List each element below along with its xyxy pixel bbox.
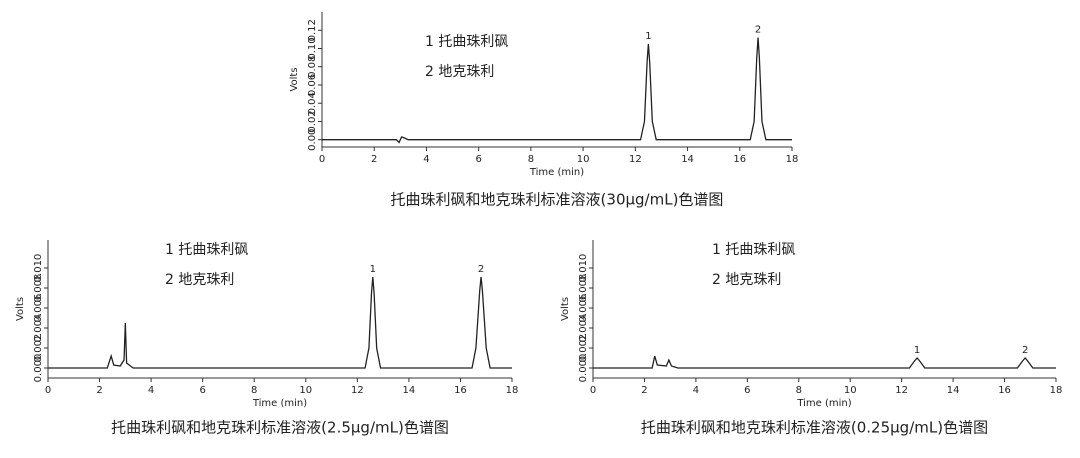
x-tick-label: 10 [844,385,857,396]
x-tick-label: 14 [681,154,694,165]
x-tick-label: 18 [506,385,519,396]
peak-label: 2 [478,264,484,275]
legend-note: 1 托曲珠利砜 [165,242,248,258]
y-axis-label: Volts [15,297,26,321]
x-tick-label: 6 [199,385,205,396]
x-tick-label: 12 [895,385,908,396]
caption: 托曲珠利砜和地克珠利标准溶液(30μg/mL)色谱图 [391,191,724,209]
x-tick-label: 18 [786,154,799,165]
peak-label: 1 [914,345,920,356]
y-tick-label: 0.04 [307,92,318,114]
caption: 托曲珠利砜和地克珠利标准溶液(2.5μg/mL)色谱图 [111,419,449,437]
x-tick-label: 18 [1050,385,1063,396]
peak-label: 2 [1022,345,1028,356]
x-tick-label: 14 [403,385,416,396]
legend-note: 1 托曲珠利砜 [712,242,795,258]
y-axis-label: Volts [289,67,300,91]
y-tick-label: 0.12 [307,19,318,41]
legend-note: 2 地克珠利 [425,64,494,80]
y-tick-label: 0.08 [307,56,318,78]
x-tick-label: 8 [251,385,257,396]
x-tick-label: 8 [528,154,534,165]
y-tick-label: 0.000 [578,354,589,383]
peak-label: 1 [645,31,651,42]
y-tick-label: 0.06 [307,74,318,96]
peak-label: 1 [370,264,376,275]
x-axis-label: Time (min) [252,398,307,409]
y-tick-label: 0.002 [578,334,589,363]
x-tick-label: 10 [577,154,590,165]
legend-note: 1 托曲珠利砜 [425,34,508,50]
y-tick-label: 0.002 [33,334,44,363]
caption: 托曲珠利砜和地克珠利标准溶液(0.25μg/mL)色谱图 [641,419,988,437]
y-tick-label: 0.008 [578,274,589,303]
y-tick-label: 0.006 [33,294,44,323]
x-tick-label: 6 [744,385,750,396]
y-tick-label: 0.004 [33,314,44,343]
x-tick-label: 16 [454,385,467,396]
legend-note: 2 地克珠利 [712,272,781,288]
y-tick-label: 0.004 [578,314,589,343]
y-axis-label: Volts [560,297,571,321]
y-tick-label: 0.10 [307,37,318,59]
x-tick-label: 12 [629,154,642,165]
x-tick-label: 6 [475,154,481,165]
x-tick-label: 2 [641,385,647,396]
y-tick-label: 0.006 [578,294,589,323]
x-tick-label: 0 [45,385,51,396]
x-axis-label: Time (min) [796,398,851,409]
x-tick-label: 14 [947,385,960,396]
x-tick-label: 16 [998,385,1011,396]
trace [48,276,512,369]
y-tick-label: 0.010 [33,254,44,283]
legend-note: 2 地克珠利 [165,272,234,288]
x-tick-label: 12 [351,385,364,396]
trace [593,355,1056,369]
x-tick-label: 2 [371,154,377,165]
x-tick-label: 4 [148,385,154,396]
x-tick-label: 4 [693,385,699,396]
trace [322,37,792,144]
y-tick-label: 0.008 [33,274,44,303]
y-tick-label: 0.000 [33,354,44,383]
x-tick-label: 0 [590,385,596,396]
x-tick-label: 2 [96,385,102,396]
x-tick-label: 8 [796,385,802,396]
y-tick-label: 0.010 [578,254,589,283]
x-tick-label: 4 [423,154,429,165]
x-axis-label: Time (min) [529,167,584,178]
x-tick-label: 10 [299,385,312,396]
x-tick-label: 0 [319,154,325,165]
peak-label: 2 [755,25,761,36]
x-tick-label: 16 [733,154,746,165]
y-tick-label: 0.02 [307,110,318,132]
y-tick-label: 0.00 [307,129,318,151]
